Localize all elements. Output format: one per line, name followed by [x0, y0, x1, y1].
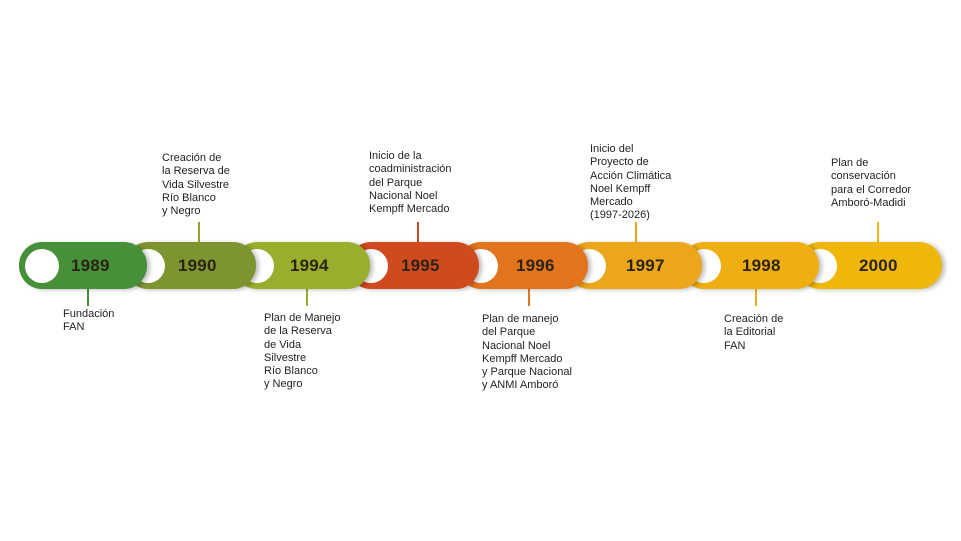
- timeline-segment-1997: 1997: [566, 242, 702, 289]
- timeline-segment-1989: 1989: [19, 242, 147, 289]
- event-connector-line: [306, 288, 308, 306]
- timeline-circle-marker: [25, 249, 59, 283]
- event-description: Plan de conservación para el Corredor Am…: [831, 157, 912, 209]
- timeline-segment-1994: 1994: [234, 242, 370, 289]
- event-description: Creación de la Reserva de Vida Silvestre…: [162, 152, 230, 218]
- timeline-year-label: 1998: [742, 256, 781, 275]
- event-connector-line: [528, 288, 530, 306]
- event-connector-line: [198, 222, 200, 244]
- timeline-year-label: 1996: [516, 256, 555, 275]
- timeline-year-label: 1989: [71, 256, 110, 275]
- event-connector-line: [87, 288, 89, 306]
- event-connector-line: [755, 288, 757, 306]
- event-description: Inicio del Proyecto de Acción Climática …: [590, 143, 672, 222]
- timeline-segment-2000: 2000: [797, 242, 942, 289]
- event-connector-line: [877, 222, 879, 244]
- event-connector-line: [417, 222, 419, 244]
- event-connector-line: [635, 222, 637, 244]
- timeline-year-label: 1997: [626, 256, 665, 275]
- event-description: Creación de la Editorial FAN: [724, 313, 784, 352]
- event-description: Plan de manejo del Parque Nacional Noel …: [482, 313, 572, 392]
- timeline-year-label: 1990: [178, 256, 217, 275]
- timeline-year-label: 1995: [401, 256, 440, 275]
- timeline-year-label: 2000: [859, 256, 898, 275]
- timeline-year-label: 1994: [290, 256, 329, 275]
- event-description: Inicio de la coadministración del Parque…: [369, 150, 452, 216]
- event-description: Plan de Manejo de la Reserva de Vida Sil…: [264, 312, 341, 391]
- event-description: Fundación FAN: [63, 308, 115, 334]
